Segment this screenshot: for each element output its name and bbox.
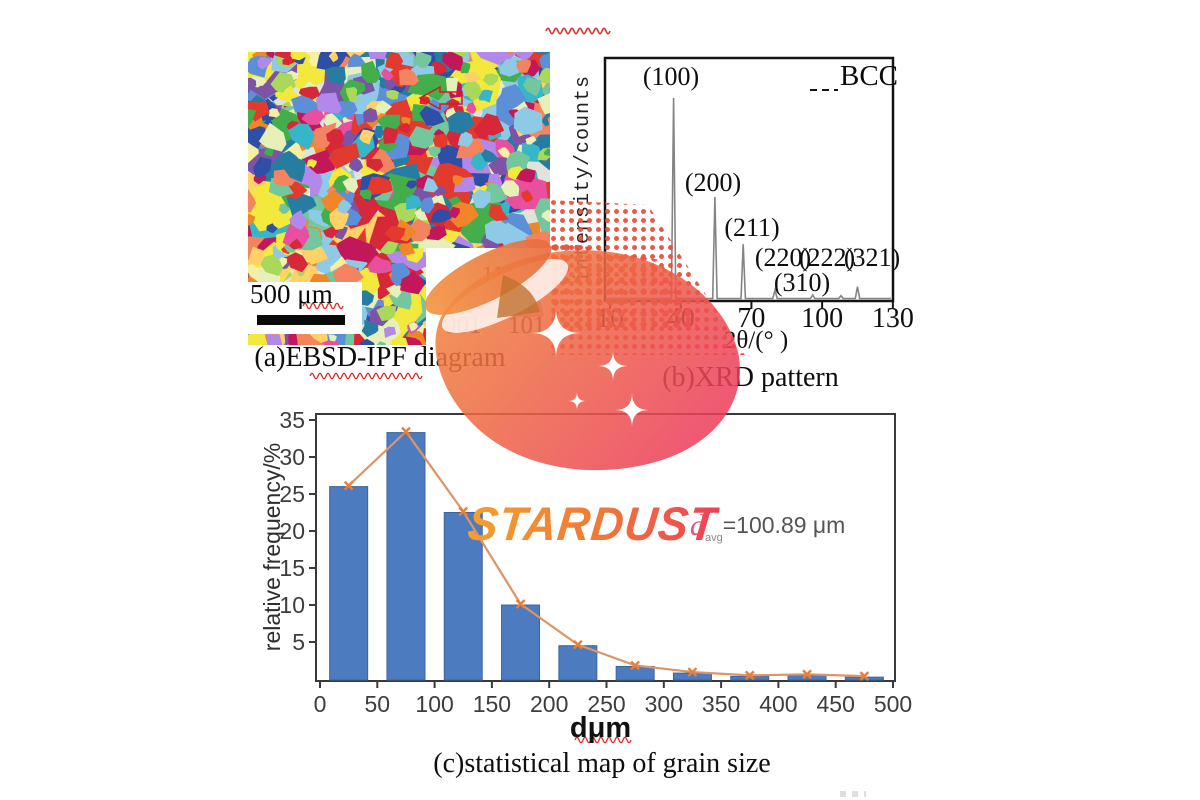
xrd-peak-label: (321) bbox=[843, 243, 901, 272]
trend-marker-x bbox=[573, 639, 583, 650]
histogram-bar bbox=[558, 645, 598, 681]
trend-marker-x bbox=[744, 670, 755, 681]
histogram-bar bbox=[787, 674, 827, 681]
scale-bar bbox=[257, 315, 345, 325]
histogram-bar bbox=[672, 672, 712, 681]
histogram-bar bbox=[329, 486, 369, 681]
xrd-x-tick-label: 70 bbox=[737, 303, 766, 334]
histogram-bar bbox=[501, 604, 541, 681]
sparkle-star-icon bbox=[615, 393, 649, 427]
caption-panel-c: (c)statistical map of grain size bbox=[433, 748, 771, 779]
ipf-label-001: 001 bbox=[444, 312, 482, 339]
histogram-x-tick-label: 450 bbox=[816, 691, 855, 717]
xrd-x-tick-label: 130 bbox=[871, 303, 914, 334]
trend-marker-x bbox=[343, 480, 354, 491]
histogram-x-tick-label: 350 bbox=[701, 691, 741, 717]
trend-marker-x bbox=[687, 667, 698, 677]
histogram-y-tick-label: 35 bbox=[279, 407, 305, 433]
histogram-bar bbox=[615, 665, 655, 681]
xrd-x-tick-label: 100 bbox=[801, 303, 844, 334]
sparkle-star-icon bbox=[598, 351, 628, 381]
histogram-x-tick-label: 500 bbox=[873, 691, 913, 717]
histogram-x-tick-label: 300 bbox=[644, 691, 683, 717]
frequency-trend-line bbox=[347, 429, 865, 678]
histogram-bar bbox=[443, 512, 483, 681]
spellcheck-squiggle bbox=[545, 27, 611, 35]
caption-panel-b: (b)XRD pattern bbox=[662, 362, 839, 393]
histogram-plot-frame bbox=[315, 413, 896, 682]
faint-artifact bbox=[840, 791, 866, 797]
histogram-bar bbox=[386, 432, 426, 681]
annotation-subscript: avg bbox=[705, 532, 723, 544]
trend-marker-x bbox=[515, 599, 526, 609]
sparkle-star-icon bbox=[568, 392, 586, 410]
xrd-x-tick-label: 10 bbox=[596, 303, 624, 334]
xrd-peak-label: (211) bbox=[724, 213, 780, 242]
histogram-x-tick-label: 100 bbox=[415, 691, 454, 717]
annotation-variable: d bbox=[690, 509, 705, 542]
xrd-x-tick-label: 40 bbox=[666, 303, 695, 334]
histogram-x-tick-label: 250 bbox=[587, 691, 626, 717]
stardust-brand-text: STARDUST bbox=[465, 496, 721, 551]
red-arrow-annotation bbox=[418, 85, 463, 111]
trend-marker-x bbox=[859, 671, 870, 681]
scale-bar-label: 500 μm bbox=[250, 279, 333, 309]
histogram-x-tick-label: 50 bbox=[364, 691, 391, 717]
ipf-label-101: 101 bbox=[508, 312, 546, 339]
histogram-y-tick-label: 15 bbox=[279, 555, 305, 581]
histogram-y-tick-label: 5 bbox=[292, 629, 305, 655]
histogram-bar bbox=[844, 676, 884, 681]
trend-marker-x bbox=[802, 669, 812, 680]
histogram-x-tick-label: 0 bbox=[313, 691, 327, 717]
histogram-y-tick-label: 25 bbox=[279, 481, 305, 507]
trend-marker-x bbox=[630, 660, 640, 671]
caption-panel-a: (a)EBSD-IPF diagram bbox=[254, 342, 506, 373]
histogram-y-tick-label: 10 bbox=[279, 592, 305, 618]
histogram-y-tick-label: 30 bbox=[279, 444, 305, 470]
xrd-peak-label: (100) bbox=[642, 62, 700, 91]
histogram-y-tick-label: 20 bbox=[279, 518, 305, 544]
trend-marker-x bbox=[458, 506, 469, 517]
histogram-x-tick-label: 150 bbox=[472, 691, 512, 717]
spellcheck-squiggle bbox=[309, 372, 423, 380]
histogram-x-tick-label: 400 bbox=[759, 691, 798, 717]
xrd-peak-label: (200) bbox=[684, 168, 742, 197]
ipf-label-111: 111 bbox=[482, 262, 515, 287]
histogram-x-tick-label: 200 bbox=[530, 691, 569, 717]
trend-marker-x bbox=[401, 426, 411, 437]
histogram-bar bbox=[730, 675, 770, 681]
xrd-y-axis-label: intensity/counts bbox=[572, 74, 595, 284]
annotation-value: =100.89 μm bbox=[722, 512, 846, 538]
avg-grain-size-annotation: davg=100.89 μm bbox=[690, 509, 845, 544]
xrd-legend-label: BCC bbox=[840, 60, 899, 92]
